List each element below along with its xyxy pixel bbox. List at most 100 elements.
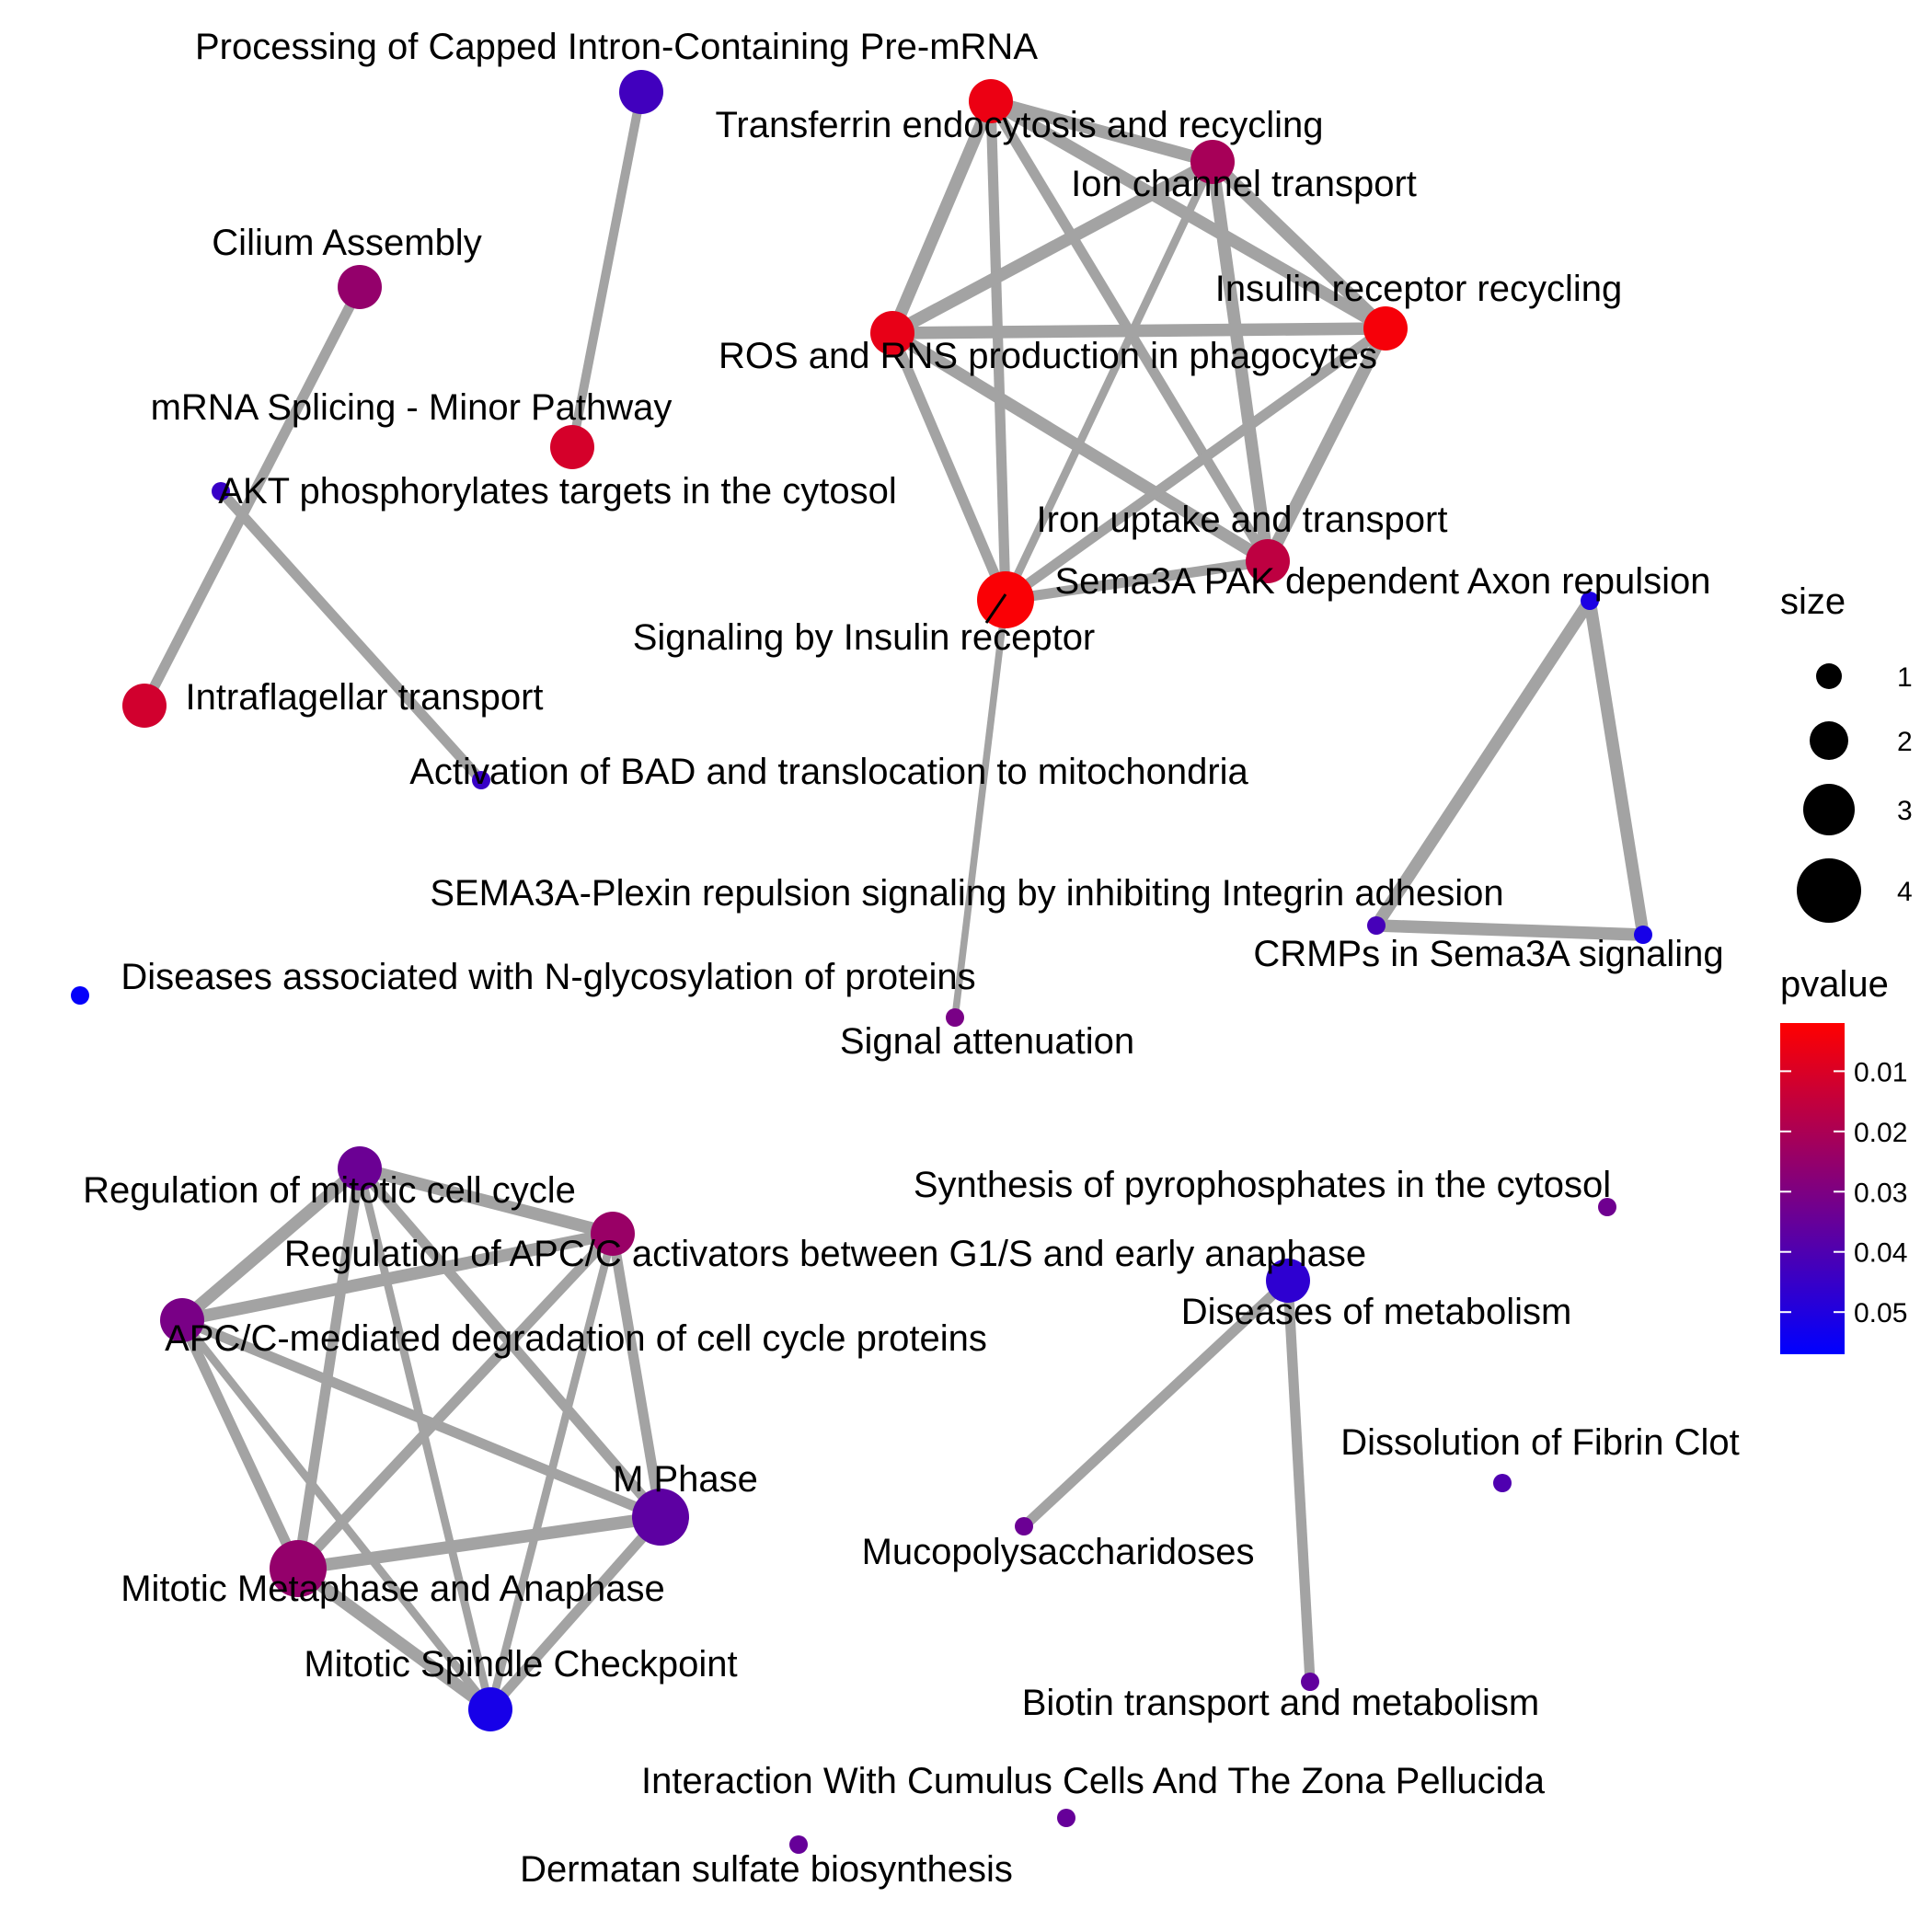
network-edge xyxy=(891,322,1386,339)
network-edge xyxy=(1371,597,1595,929)
network-edge xyxy=(1583,599,1650,937)
node-label: Synthesis of pyrophosphates in the cytos… xyxy=(914,1165,1611,1205)
network-edge xyxy=(1261,325,1392,565)
size-legend-key xyxy=(1803,784,1855,835)
network-labels: Processing of Capped Intron-Containing P… xyxy=(83,27,1740,1890)
network-node xyxy=(1581,592,1599,610)
network-node xyxy=(591,1212,635,1256)
node-label: Signaling by Insulin receptor xyxy=(633,617,1096,658)
network-edge xyxy=(293,1167,365,1570)
node-label: Processing of Capped Intron-Containing P… xyxy=(195,27,1038,67)
node-label: Mitotic Spindle Checkpoint xyxy=(304,1644,737,1685)
label-leader-lines xyxy=(984,593,1007,624)
network-nodes xyxy=(71,70,1652,1854)
node-label: mRNA Splicing - Minor Pathway xyxy=(151,387,673,428)
network-edge xyxy=(1020,1276,1292,1531)
pvalue-colorbar-ticks: 0.01 0.02 0.03 0.04 0.05 xyxy=(1780,1057,1907,1328)
network-node xyxy=(1363,306,1408,351)
network-edge xyxy=(216,488,486,784)
node-label: M Phase xyxy=(613,1459,758,1500)
size-legend-label: 4 xyxy=(1897,877,1913,907)
network-edge xyxy=(989,95,1214,168)
colorbar-tick-label: 0.02 xyxy=(1854,1118,1907,1148)
network-node xyxy=(1367,916,1386,935)
network-node xyxy=(468,1687,512,1731)
colorbar-tick-label: 0.03 xyxy=(1854,1178,1907,1208)
network-node xyxy=(1301,1673,1319,1691)
network-node xyxy=(969,79,1013,123)
network-edge xyxy=(985,100,1011,601)
node-label: Sema3A PAK dependent Axon repulsion xyxy=(1054,561,1710,602)
node-label: Dermatan sulfate biosynthesis xyxy=(520,1849,1013,1890)
network-edge xyxy=(178,1163,364,1326)
network-node xyxy=(1190,140,1235,184)
network-edge xyxy=(180,1227,615,1327)
node-label: Signal attenuation xyxy=(840,1021,1134,1062)
node-label: Dissolution of Fibrin Clot xyxy=(1340,1422,1740,1463)
network-node xyxy=(338,265,382,309)
node-label: Mitotic Metaphase and Anaphase xyxy=(121,1569,665,1609)
size-legend: 1 2 3 4 xyxy=(1797,662,1913,923)
network-node xyxy=(338,1146,382,1190)
network-edge xyxy=(293,1563,495,1715)
leader-line xyxy=(984,593,1007,624)
node-label: Activation of BAD and translocation to m… xyxy=(409,752,1248,792)
node-label: APC/C-mediated degradation of cell cycle… xyxy=(165,1318,987,1359)
network-edge xyxy=(486,1513,665,1713)
node-label: Diseases associated with N-glycosylation… xyxy=(121,957,975,997)
size-legend-key xyxy=(1810,721,1848,760)
node-label: Transferrin endocytosis and recycling xyxy=(715,105,1323,145)
network-edge xyxy=(1375,919,1644,941)
network-edge xyxy=(1002,160,1216,602)
network-node xyxy=(472,771,490,789)
network-edges xyxy=(140,91,1650,1715)
colorbar-tick-label: 0.01 xyxy=(1854,1057,1907,1087)
node-label: Regulation of mitotic cell cycle xyxy=(83,1170,576,1211)
node-label: Ion channel transport xyxy=(1071,164,1417,204)
network-node xyxy=(1634,926,1652,944)
size-legend-key xyxy=(1816,663,1842,689)
network-node xyxy=(789,1835,808,1854)
node-label: AKT phosphorylates targets in the cytoso… xyxy=(218,471,896,512)
network-node xyxy=(870,311,914,355)
network-edge xyxy=(1206,161,1274,562)
node-label: CRMPs in Sema3A signaling xyxy=(1253,934,1723,974)
network-edge xyxy=(607,1233,666,1518)
network-edge xyxy=(140,284,364,708)
node-label: Iron uptake and transport xyxy=(1037,500,1448,540)
network-node xyxy=(1246,539,1290,583)
pvalue-colorbar xyxy=(1780,1023,1845,1354)
network-edge xyxy=(297,1511,661,1575)
network-node xyxy=(1015,1517,1033,1535)
network-node xyxy=(1266,1259,1310,1303)
network-node xyxy=(1057,1809,1075,1827)
colorbar-tick-label: 0.05 xyxy=(1854,1298,1907,1328)
network-edge xyxy=(889,156,1216,339)
network-node xyxy=(632,1489,689,1546)
network-edge xyxy=(951,599,1009,1018)
network-edge xyxy=(179,1315,663,1523)
size-legend-label: 1 xyxy=(1897,662,1913,693)
network-node xyxy=(1598,1198,1616,1216)
node-label: Biotin transport and metabolism xyxy=(1022,1683,1540,1723)
network-edge xyxy=(886,98,997,336)
network-edge xyxy=(1282,1280,1316,1683)
node-label: Interaction With Cumulus Cells And The Z… xyxy=(641,1761,1546,1801)
network-edge xyxy=(293,1230,617,1572)
size-legend-title: size xyxy=(1780,581,1846,622)
size-legend-key xyxy=(1797,858,1861,923)
network-edge xyxy=(887,330,1011,603)
network-node xyxy=(619,70,663,114)
node-label: ROS and RNS production in phagocytes xyxy=(719,336,1377,376)
network-node xyxy=(122,684,167,728)
network-edge xyxy=(1208,157,1390,333)
pvalue-legend-title: pvalue xyxy=(1780,964,1889,1005)
network-node xyxy=(270,1540,327,1597)
legend: size 1 2 3 4 pvalue 0.01 0.02 0.03 0.04 0.05 xyxy=(1780,581,1913,1354)
node-label: Regulation of APC/C activators between G… xyxy=(284,1234,1366,1274)
network-edge xyxy=(178,1317,494,1712)
network-edge xyxy=(889,328,1271,567)
colorbar-tick-label: 0.04 xyxy=(1854,1238,1907,1269)
network-edge xyxy=(1005,556,1269,605)
network-node xyxy=(550,425,594,469)
